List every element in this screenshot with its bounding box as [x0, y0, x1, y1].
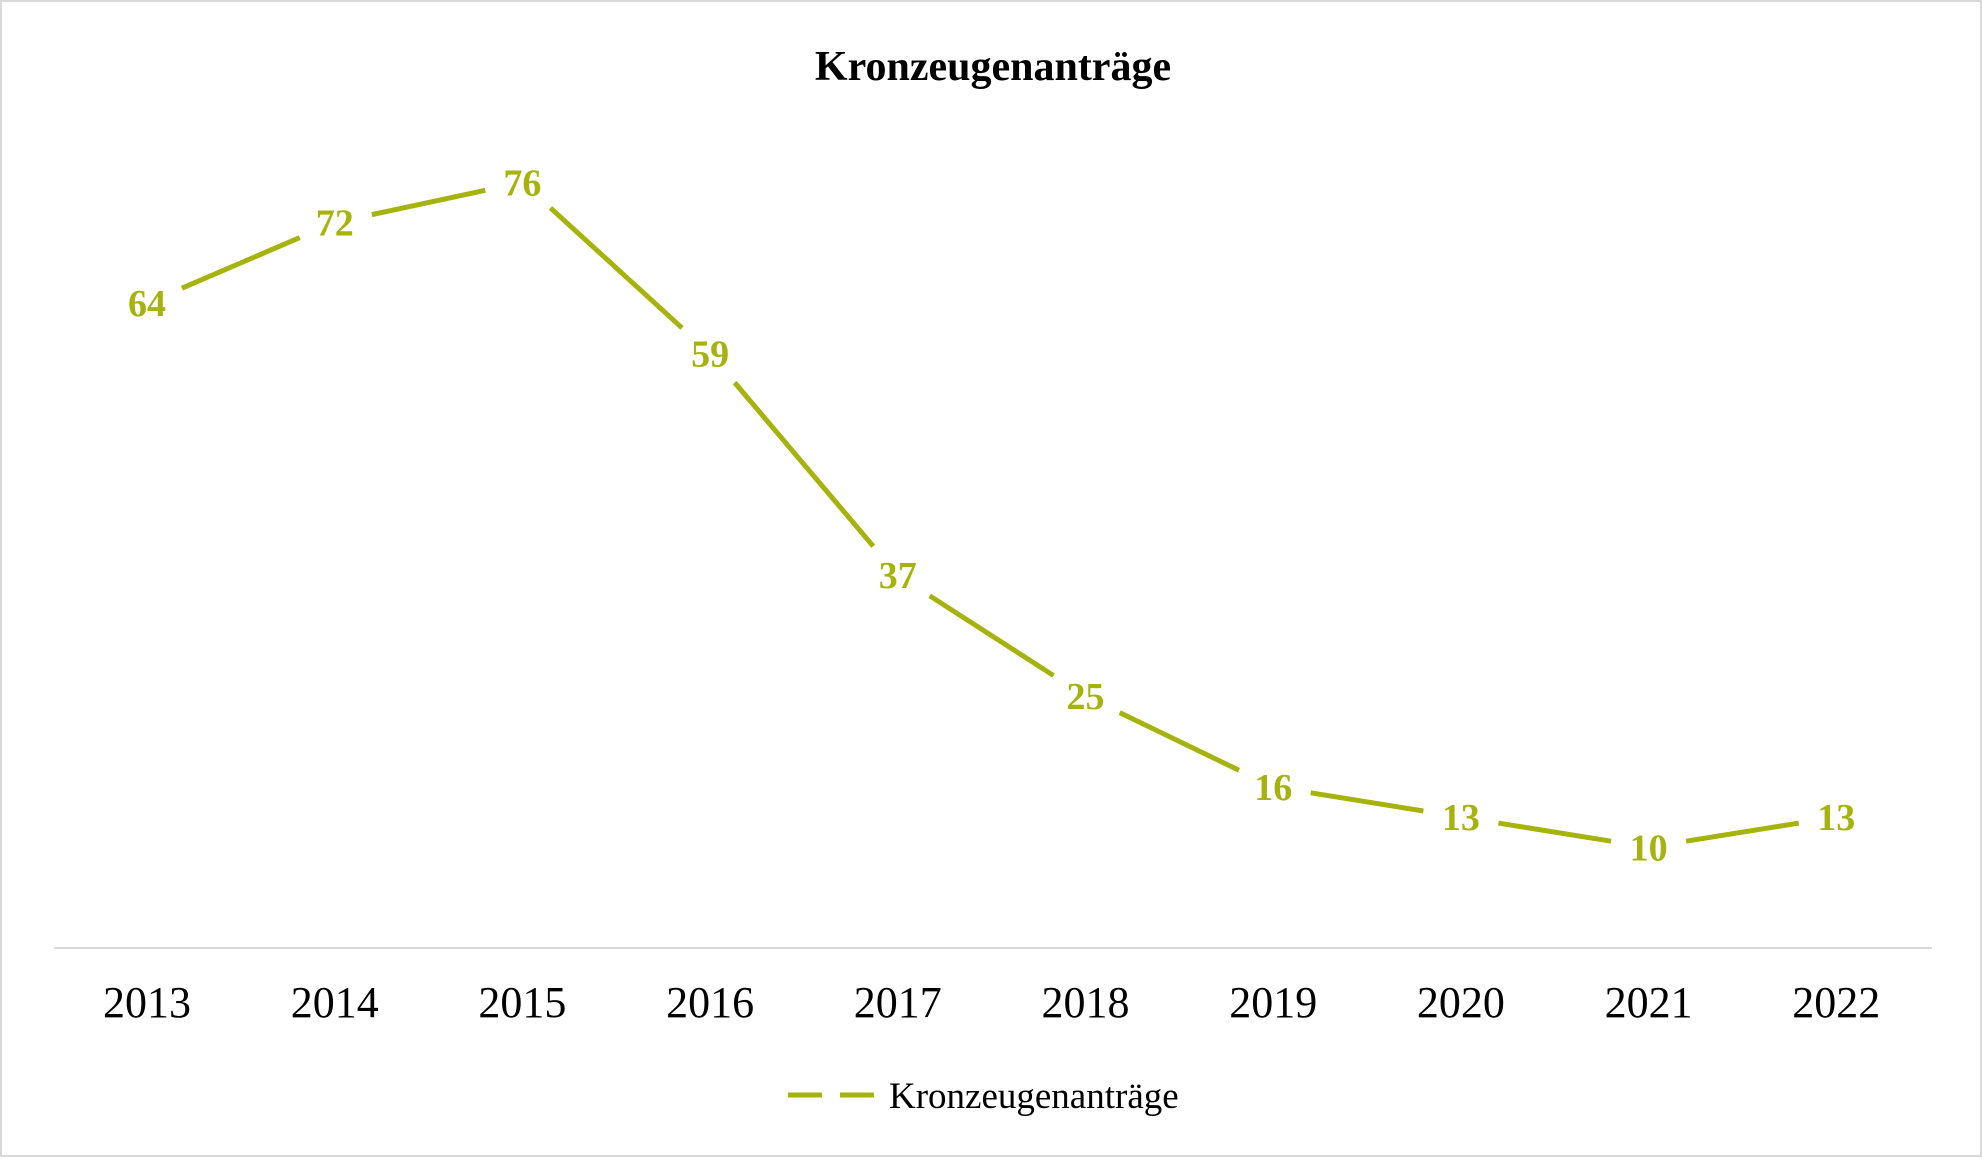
- legend: Kronzeugenanträge: [788, 1076, 1179, 1117]
- data-label: 25: [1067, 676, 1105, 718]
- x-tick-label: 2016: [666, 978, 754, 1027]
- data-label: 76: [503, 162, 541, 204]
- data-label: 59: [691, 334, 729, 376]
- series-line-segment: [1498, 820, 1612, 844]
- x-tick-label: 2020: [1417, 978, 1505, 1027]
- series-line-segment: [180, 235, 301, 291]
- x-tick-label: 2017: [854, 978, 942, 1027]
- chart-title: Kronzeugenanträge: [815, 44, 1171, 90]
- data-label: 10: [1630, 827, 1668, 869]
- x-tick-label: 2019: [1229, 978, 1317, 1027]
- data-labels-group: 64 72 76 59 37 25 16 13 10 13: [128, 162, 1855, 869]
- x-tick-labels: 2013 2014 2015 2016 2017 2018 2019 2020 2021 2022: [103, 978, 1880, 1027]
- series-group: [180, 187, 1800, 844]
- data-label: 37: [879, 555, 917, 597]
- x-tick-label: 2013: [103, 978, 191, 1027]
- series-line-segment: [371, 187, 486, 218]
- series-line-segment: [1310, 790, 1424, 814]
- series-line-segment: [732, 380, 876, 548]
- x-tick-label: 2021: [1605, 978, 1693, 1027]
- x-tick-label: 2018: [1042, 978, 1130, 1027]
- x-tick-label: 2014: [291, 978, 379, 1027]
- data-label: 72: [316, 203, 354, 245]
- legend-label: Kronzeugenanträge: [889, 1076, 1179, 1117]
- data-label: 64: [128, 283, 166, 325]
- series-line-segment: [1685, 820, 1800, 844]
- x-tick-label: 2015: [478, 978, 566, 1027]
- data-label: 13: [1817, 797, 1855, 839]
- x-tick-label: 2022: [1792, 978, 1880, 1027]
- series-line-segment: [928, 593, 1055, 678]
- data-label: 13: [1442, 797, 1480, 839]
- series-line-segment: [548, 206, 684, 330]
- series-line-segment: [1118, 710, 1241, 773]
- data-label: 16: [1254, 767, 1292, 809]
